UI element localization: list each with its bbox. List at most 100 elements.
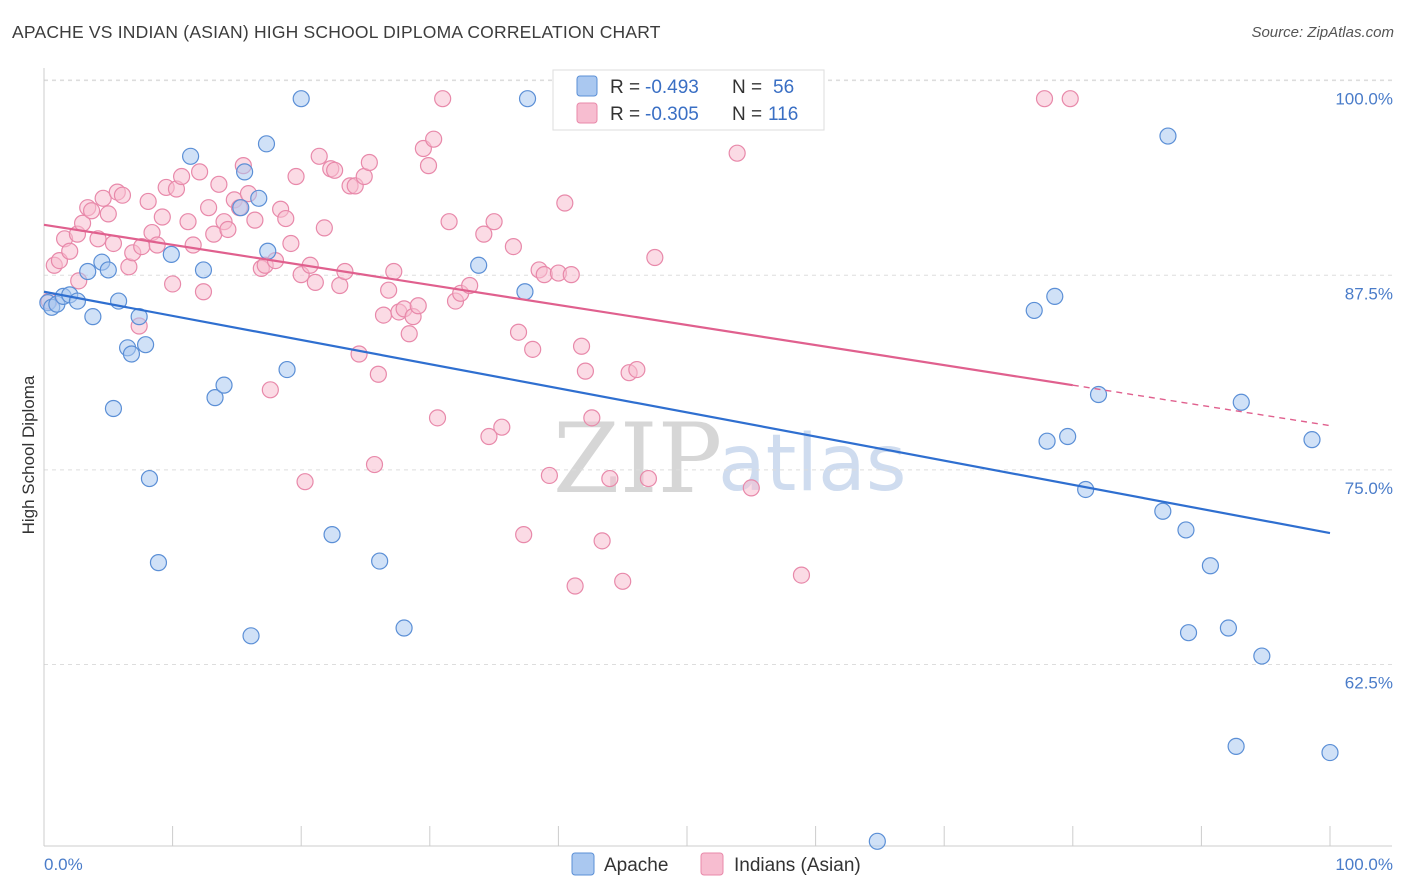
indian-point <box>306 273 324 291</box>
indian-point <box>153 208 171 226</box>
indian-point <box>409 297 427 315</box>
apache-point <box>79 262 97 281</box>
apache-point <box>99 261 117 279</box>
apache-point <box>1179 624 1198 642</box>
indian-point <box>400 325 418 343</box>
apache-point <box>140 469 159 488</box>
indian-point <box>360 153 378 172</box>
legend-indian-n-value: 116 <box>768 104 798 125</box>
indian-point <box>219 220 237 239</box>
indian-point <box>200 199 218 217</box>
apache-point <box>1046 287 1064 306</box>
indian-point <box>261 381 279 399</box>
chart-title: APACHE VS INDIAN (ASIAN) HIGH SCHOOL DIP… <box>12 22 661 42</box>
apache-point <box>1177 521 1195 539</box>
indian-point <box>350 345 368 363</box>
apache-point <box>518 90 537 108</box>
apache-point <box>1321 743 1339 762</box>
apache-point <box>395 619 413 637</box>
indian-point <box>792 566 811 584</box>
legend-indian-swatch <box>576 102 598 124</box>
indian-point <box>428 409 447 427</box>
apache-point <box>323 526 341 544</box>
apache-point <box>868 832 886 850</box>
apache-point <box>215 376 233 394</box>
watermark-zip: ZIP <box>553 403 722 515</box>
apache-point <box>1232 393 1250 411</box>
indian-points <box>40 90 1079 595</box>
indian-point <box>524 340 542 358</box>
apache-point <box>1025 301 1043 320</box>
indian-trend-line <box>43 223 1073 387</box>
indian-point <box>210 175 228 193</box>
apache-trend-line <box>43 290 1331 535</box>
indian-point <box>99 205 117 223</box>
indian-point <box>434 90 452 108</box>
indian-point <box>374 306 393 324</box>
apache-point <box>1089 385 1108 404</box>
bottom-legend: Apache Indians (Asian) <box>571 852 861 876</box>
legend-indian-r-value: -0.305 <box>645 104 699 125</box>
indian-point <box>385 262 403 281</box>
bottom-legend-apache-label: Apache <box>604 855 668 876</box>
apache-point <box>236 163 254 181</box>
legend-indian-r-label: R = <box>610 104 640 125</box>
bottom-legend-indian-swatch <box>700 852 724 876</box>
apache-point <box>292 90 310 108</box>
legend-apache-n-label: N = <box>732 77 762 98</box>
apache-point <box>278 360 296 379</box>
y-axis-label: High School Diploma <box>19 375 38 534</box>
apache-point <box>136 336 155 354</box>
indian-point <box>194 283 213 301</box>
indian-point <box>287 167 305 186</box>
indian-point <box>310 147 328 165</box>
source-label: Source: ZipAtlas.com <box>1251 24 1394 41</box>
indian-point <box>485 213 503 231</box>
y-tick-label: 62.5% <box>1345 674 1393 693</box>
indian-point <box>113 186 132 204</box>
indian-point <box>380 281 398 299</box>
indian-point <box>509 323 528 341</box>
legend-box <box>552 69 825 131</box>
indian-point <box>277 209 295 228</box>
watermark: ZIP atlas <box>553 403 907 515</box>
apache-point <box>149 554 168 572</box>
indian-point <box>540 466 558 485</box>
y-tick-labels: 62.5% 75.0% 87.5% 100.0% <box>1335 90 1393 693</box>
indian-point <box>179 213 197 231</box>
indian-point <box>480 427 498 446</box>
indian-point <box>742 479 760 497</box>
apache-point <box>206 389 224 407</box>
indian-point <box>369 365 387 383</box>
legend-apache-n-value: 56 <box>773 77 794 98</box>
apache-point <box>1059 427 1077 446</box>
indian-point <box>173 167 191 186</box>
indian-point <box>139 192 157 211</box>
indian-point <box>639 469 658 488</box>
apache-point <box>162 245 180 263</box>
indian-trend-line-extension <box>1072 384 1331 427</box>
indian-point <box>572 337 591 355</box>
apache-point <box>242 627 260 645</box>
indian-point <box>601 469 619 488</box>
indian-point <box>82 202 101 220</box>
indian-point <box>562 266 580 284</box>
apache-point <box>1077 480 1095 499</box>
apache-point <box>194 261 213 279</box>
apache-point <box>122 345 141 363</box>
y-tick-label: 100.0% <box>1335 90 1393 109</box>
indian-point <box>515 526 533 544</box>
indian-point <box>315 219 333 237</box>
indian-point <box>614 572 632 590</box>
indian-point <box>148 236 166 254</box>
apache-point <box>1227 737 1245 755</box>
indian-point <box>425 130 443 148</box>
x-tick-label-max: 100.0% <box>1335 855 1393 874</box>
indian-point <box>246 211 264 229</box>
apache-point <box>1303 431 1321 449</box>
indian-point <box>326 161 344 179</box>
indian-point <box>1035 90 1054 108</box>
apache-point <box>84 308 102 326</box>
apache-point <box>516 283 534 301</box>
